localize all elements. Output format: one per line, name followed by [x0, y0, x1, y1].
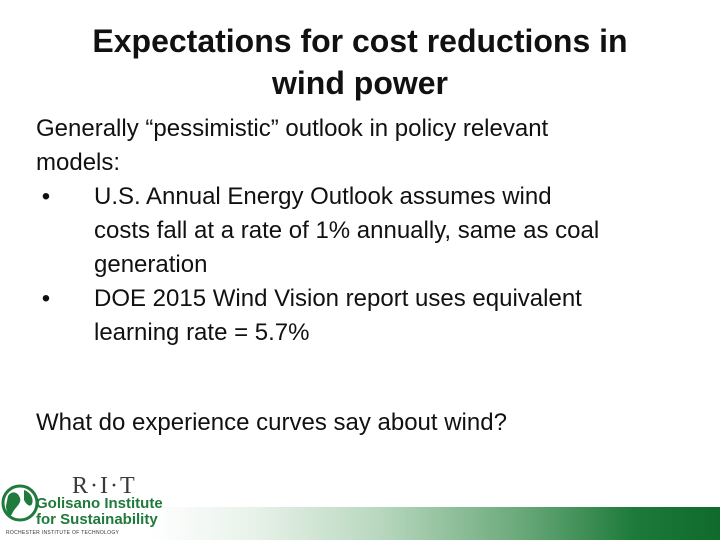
institute-name-line1: Golisano Institute [36, 495, 163, 512]
slide-body: Generally “pessimistic” outlook in polic… [36, 112, 686, 350]
title-line: wind power [272, 65, 448, 101]
title-line: Expectations for cost reductions in [92, 23, 628, 59]
bullet-marker: • [41, 183, 51, 210]
intro-line: Generally “pessimistic” outlook in polic… [36, 115, 549, 142]
intro-line: models: [36, 149, 121, 176]
bullet-line: DOE 2015 Wind Vision report uses equival… [94, 285, 582, 312]
bullet-marker: • [41, 285, 51, 312]
intro-text: Generally “pessimistic” outlook in polic… [36, 112, 686, 180]
closing-question: What do experience curves say about wind… [36, 409, 507, 436]
bullet-item: • U.S. Annual Energy Outlook assumes win… [36, 180, 686, 282]
bullet-list: • U.S. Annual Energy Outlook assumes win… [36, 180, 686, 350]
slide-title: Expectations for cost reductions in wind… [20, 20, 700, 104]
rit-wordmark: R·I·T [72, 473, 137, 499]
institute-name-line2: for Sustainability [36, 511, 158, 528]
rit-tagline: ROCHESTER INSTITUTE OF TECHNOLOGY [6, 530, 120, 536]
bullet-line: generation [94, 251, 208, 278]
bullet-item: • DOE 2015 Wind Vision report uses equiv… [36, 282, 686, 350]
footer-gradient-band [150, 507, 720, 540]
globe-icon [1, 484, 39, 522]
bullet-line: U.S. Annual Energy Outlook assumes wind [94, 183, 552, 210]
bullet-line: learning rate = 5.7% [94, 319, 310, 346]
bullet-line: costs fall at a rate of 1% annually, sam… [94, 217, 600, 244]
